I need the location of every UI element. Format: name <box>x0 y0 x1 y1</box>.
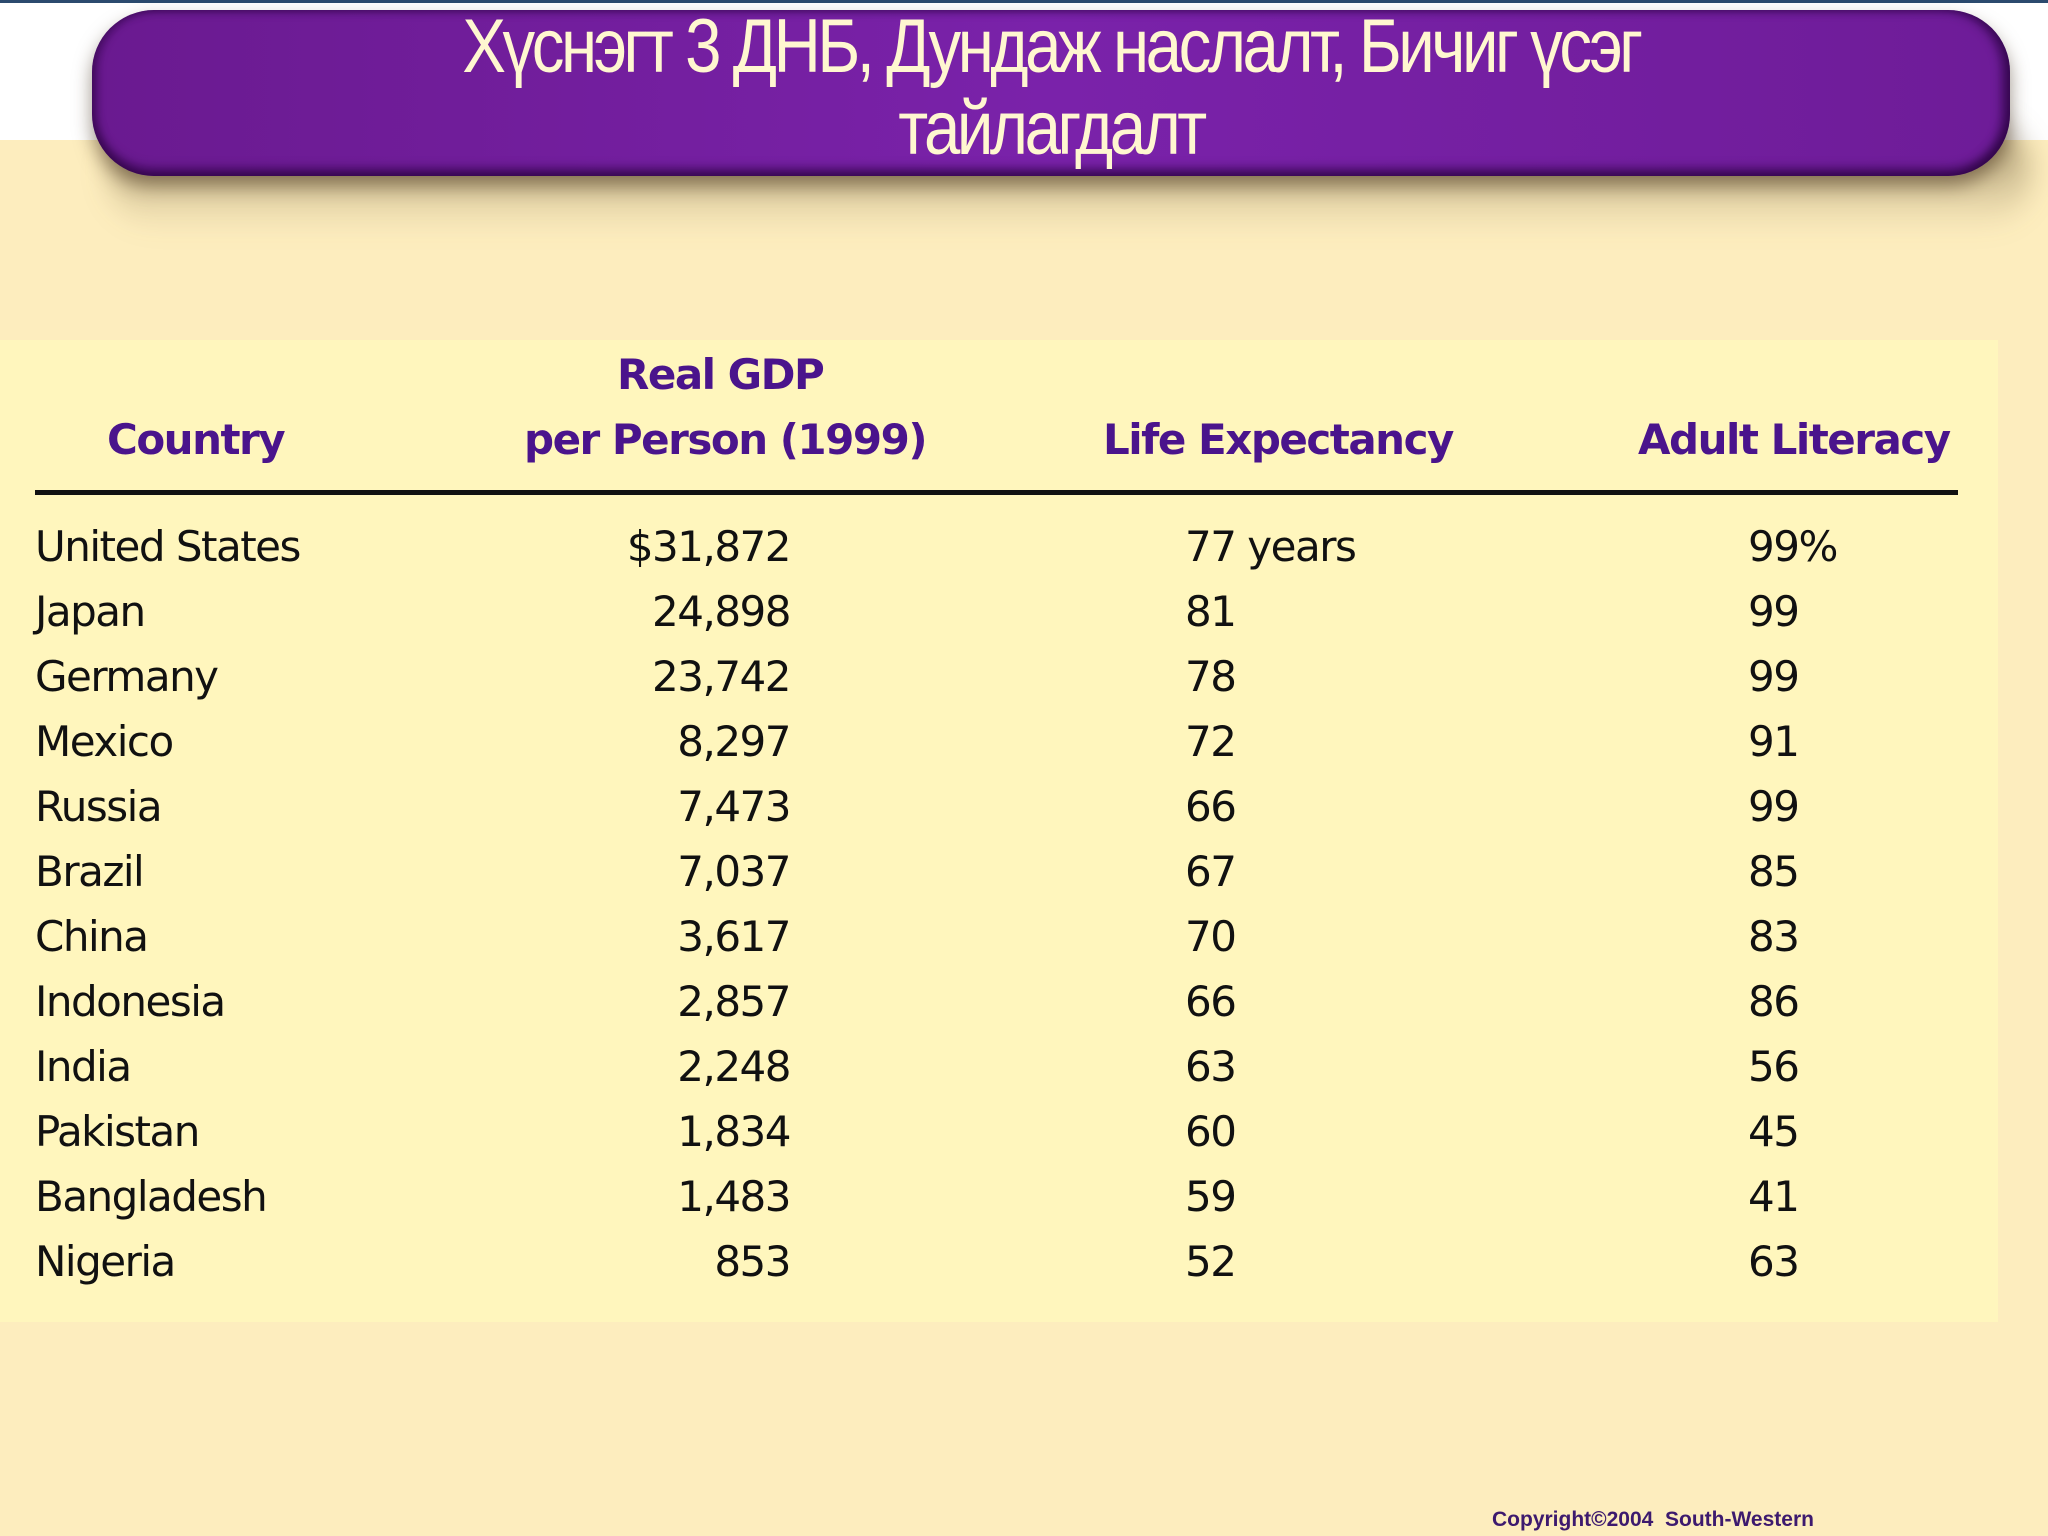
header-country: Country <box>107 415 286 464</box>
cell-adult-literacy: 45 <box>1748 1107 1800 1156</box>
table-row: Indonesia 2,857 66 86 <box>0 969 1998 1034</box>
table-row: Pakistan 1,834 60 45 <box>0 1099 1998 1164</box>
cell-gdp: 7,473 <box>677 782 791 831</box>
cell-gdp: 853 <box>714 1237 791 1286</box>
cell-gdp: 3,617 <box>677 912 791 961</box>
cell-gdp: 23,742 <box>652 652 791 701</box>
slide-title: Хүснэгт 3 ДНБ, Дундаж наслалт, Бичиг үсэ… <box>226 6 1875 170</box>
cell-life-expectancy: 77 years <box>1185 522 1357 571</box>
cell-adult-literacy: 99 <box>1748 587 1800 636</box>
header-divider <box>35 490 1958 495</box>
cell-country: United States <box>35 522 301 571</box>
cell-adult-literacy: 85 <box>1748 847 1800 896</box>
cell-country: India <box>35 1042 132 1091</box>
cell-life-expectancy: 63 <box>1185 1042 1237 1091</box>
title-banner <box>92 10 2010 176</box>
cell-life-expectancy: 67 <box>1185 847 1237 896</box>
cell-adult-literacy: 56 <box>1748 1042 1800 1091</box>
cell-country: Nigeria <box>35 1237 176 1286</box>
header-life-expectancy: Life Expectancy <box>1103 415 1454 464</box>
cell-adult-literacy: 83 <box>1748 912 1800 961</box>
cell-country: Indonesia <box>35 977 226 1026</box>
cell-country: Germany <box>35 652 219 701</box>
cell-gdp: $31,872 <box>626 522 792 571</box>
cell-country: Japan <box>35 587 146 636</box>
cell-gdp: 1,834 <box>677 1107 791 1156</box>
table-row: United States $31,872 77 years 99% <box>0 514 1998 579</box>
table-row: Nigeria 853 52 63 <box>0 1229 1998 1294</box>
cell-life-expectancy: 81 <box>1185 587 1237 636</box>
cell-life-expectancy: 70 <box>1185 912 1237 961</box>
cell-life-expectancy: 66 <box>1185 977 1237 1026</box>
table-row: Russia 7,473 66 99 <box>0 774 1998 839</box>
header-gdp-line-2: per Person (1999) <box>524 415 928 464</box>
header-adult-literacy: Adult Literacy <box>1638 415 1951 464</box>
cell-gdp: 2,857 <box>677 977 791 1026</box>
cell-life-expectancy: 66 <box>1185 782 1237 831</box>
table-row: India 2,248 63 56 <box>0 1034 1998 1099</box>
cell-adult-literacy: 63 <box>1748 1237 1800 1286</box>
table-row: Japan 24,898 81 99 <box>0 579 1998 644</box>
cell-country: Brazil <box>35 847 145 896</box>
cell-adult-literacy: 99 <box>1748 782 1800 831</box>
cell-country: Bangladesh <box>35 1172 268 1221</box>
cell-adult-literacy: 99% <box>1748 522 1838 571</box>
cell-life-expectancy: 60 <box>1185 1107 1237 1156</box>
cell-adult-literacy: 99 <box>1748 652 1800 701</box>
top-border-strip <box>0 0 2048 3</box>
cell-gdp: 24,898 <box>652 587 791 636</box>
cell-gdp: 1,483 <box>677 1172 791 1221</box>
cell-life-expectancy: 78 <box>1185 652 1237 701</box>
table-row: Bangladesh 1,483 59 41 <box>0 1164 1998 1229</box>
slide-title-line-1: Хүснэгт 3 ДНБ, Дундаж наслалт, Бичиг үсэ… <box>462 4 1643 89</box>
cell-country: China <box>35 912 149 961</box>
cell-adult-literacy: 91 <box>1748 717 1800 766</box>
cell-adult-literacy: 86 <box>1748 977 1800 1026</box>
cell-gdp: 8,297 <box>677 717 791 766</box>
slide-title-line-2: тайлагдалт <box>898 86 1207 171</box>
cell-country: Mexico <box>35 717 174 766</box>
cell-gdp: 7,037 <box>677 847 791 896</box>
cell-adult-literacy: 41 <box>1748 1172 1800 1221</box>
table-row: Brazil 7,037 67 85 <box>0 839 1998 904</box>
cell-life-expectancy: 59 <box>1185 1172 1237 1221</box>
copyright-notice: Copyright©2004 South-Western <box>1492 1508 1814 1531</box>
cell-country: Russia <box>35 782 163 831</box>
table-row: China 3,617 70 83 <box>0 904 1998 969</box>
cell-life-expectancy: 52 <box>1185 1237 1237 1286</box>
data-table-panel <box>0 340 1998 1322</box>
cell-country: Pakistan <box>35 1107 200 1156</box>
cell-life-expectancy: 72 <box>1185 717 1237 766</box>
cell-gdp: 2,248 <box>677 1042 791 1091</box>
header-gdp-line-1: Real GDP <box>617 350 825 399</box>
table-row: Mexico 8,297 72 91 <box>0 709 1998 774</box>
table-row: Germany 23,742 78 99 <box>0 644 1998 709</box>
